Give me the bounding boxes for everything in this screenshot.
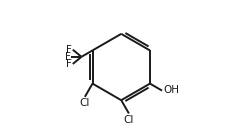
- Text: F: F: [66, 45, 72, 55]
- Text: F: F: [65, 52, 71, 62]
- Text: Cl: Cl: [124, 115, 134, 125]
- Text: OH: OH: [163, 85, 179, 95]
- Text: Cl: Cl: [80, 98, 90, 108]
- Text: F: F: [66, 59, 72, 69]
